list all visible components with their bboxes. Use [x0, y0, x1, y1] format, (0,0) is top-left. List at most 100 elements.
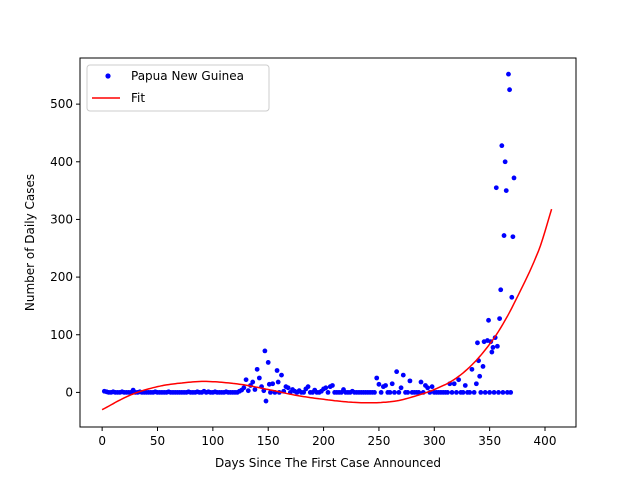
data-point — [497, 316, 503, 322]
data-point — [376, 381, 382, 387]
x-tick-label: 50 — [150, 434, 165, 448]
data-point — [503, 188, 509, 194]
data-point — [265, 360, 271, 365]
data-point — [383, 383, 388, 388]
data-point — [486, 317, 491, 323]
data-point — [279, 372, 284, 378]
y-tick-label: 100 — [50, 328, 73, 342]
data-point — [323, 385, 329, 391]
x-tick-label: 400 — [534, 434, 557, 448]
data-point — [392, 390, 397, 395]
data-point — [445, 390, 450, 395]
data-point — [456, 377, 462, 383]
data-point — [270, 381, 276, 387]
legend: Papua New Guinea Fit — [86, 64, 270, 112]
data-point — [301, 390, 307, 395]
x-tick-label: 200 — [312, 434, 335, 448]
data-point — [507, 87, 512, 93]
data-point — [496, 390, 501, 395]
y-tick-label: 200 — [50, 270, 73, 284]
data-point — [262, 348, 268, 354]
data-point — [416, 390, 422, 395]
data-point — [469, 366, 475, 372]
data-point — [509, 294, 515, 300]
data-point — [504, 390, 510, 395]
axes-frame — [79, 57, 577, 428]
data-point — [493, 185, 499, 191]
data-point — [372, 390, 377, 395]
legend-label-points: Papua New Guinea — [131, 69, 244, 83]
plot-data — [101, 71, 553, 411]
y-axis-label: Number of Daily Cases — [23, 174, 37, 311]
data-point — [502, 159, 508, 165]
data-point — [467, 390, 473, 395]
data-point — [477, 373, 483, 379]
data-point — [494, 343, 500, 349]
y-tick-label: 500 — [50, 97, 73, 111]
data-point — [487, 390, 493, 395]
data-point — [510, 234, 516, 240]
x-tick-label: 100 — [201, 434, 224, 448]
data-point — [506, 71, 511, 77]
x-tick-label: 300 — [423, 434, 446, 448]
data-point — [405, 390, 411, 395]
data-point — [482, 390, 488, 395]
data-point — [256, 375, 262, 381]
data-point — [241, 385, 247, 391]
x-axis-label: Days Since The First Case Announced — [215, 456, 441, 470]
data-point — [252, 387, 258, 392]
y-axis-ticks: 0 100 200 300 400 500 — [50, 97, 80, 399]
data-point — [425, 385, 431, 391]
x-tick-label: 250 — [367, 434, 390, 448]
y-tick-label: 0 — [65, 385, 73, 399]
data-point — [330, 383, 335, 388]
data-point — [263, 398, 269, 404]
data-point — [250, 379, 256, 385]
data-point — [285, 385, 291, 391]
data-point — [498, 287, 504, 293]
data-point — [374, 375, 380, 381]
x-tick-label: 350 — [478, 434, 501, 448]
data-point — [501, 233, 507, 238]
data-point — [454, 390, 459, 395]
data-point — [500, 390, 506, 395]
data-point — [451, 381, 457, 387]
data-point — [394, 369, 400, 375]
data-point — [508, 390, 514, 395]
data-point — [305, 384, 311, 390]
data-point — [254, 366, 260, 372]
x-axis-ticks: 0 50 100 150 200 250 300 350 400 — [98, 427, 556, 448]
y-tick-label: 300 — [50, 212, 73, 226]
data-point — [398, 385, 404, 391]
fit-line — [101, 208, 553, 411]
x-tick-label: 0 — [98, 434, 106, 448]
data-point — [478, 390, 484, 395]
data-point — [511, 175, 517, 181]
y-tick-label: 400 — [50, 155, 73, 169]
data-point — [396, 390, 402, 395]
data-point — [268, 390, 273, 395]
data-point — [480, 364, 486, 369]
x-tick-label: 150 — [257, 434, 280, 448]
data-point — [325, 390, 331, 395]
legend-box — [86, 64, 270, 112]
data-point — [460, 390, 466, 395]
data-point — [275, 379, 281, 385]
data-point — [274, 368, 280, 373]
legend-marker-points — [105, 73, 111, 79]
data-point — [489, 349, 495, 355]
data-point — [449, 390, 455, 395]
legend-label-fit: Fit — [131, 91, 145, 105]
data-point — [473, 381, 479, 387]
data-point — [471, 390, 477, 395]
data-point — [499, 143, 505, 149]
data-point — [462, 383, 468, 388]
data-point — [418, 379, 424, 385]
data-point — [387, 390, 393, 395]
data-point — [245, 388, 251, 394]
data-point — [243, 377, 249, 383]
data-point — [429, 384, 435, 390]
data-point — [491, 390, 497, 395]
